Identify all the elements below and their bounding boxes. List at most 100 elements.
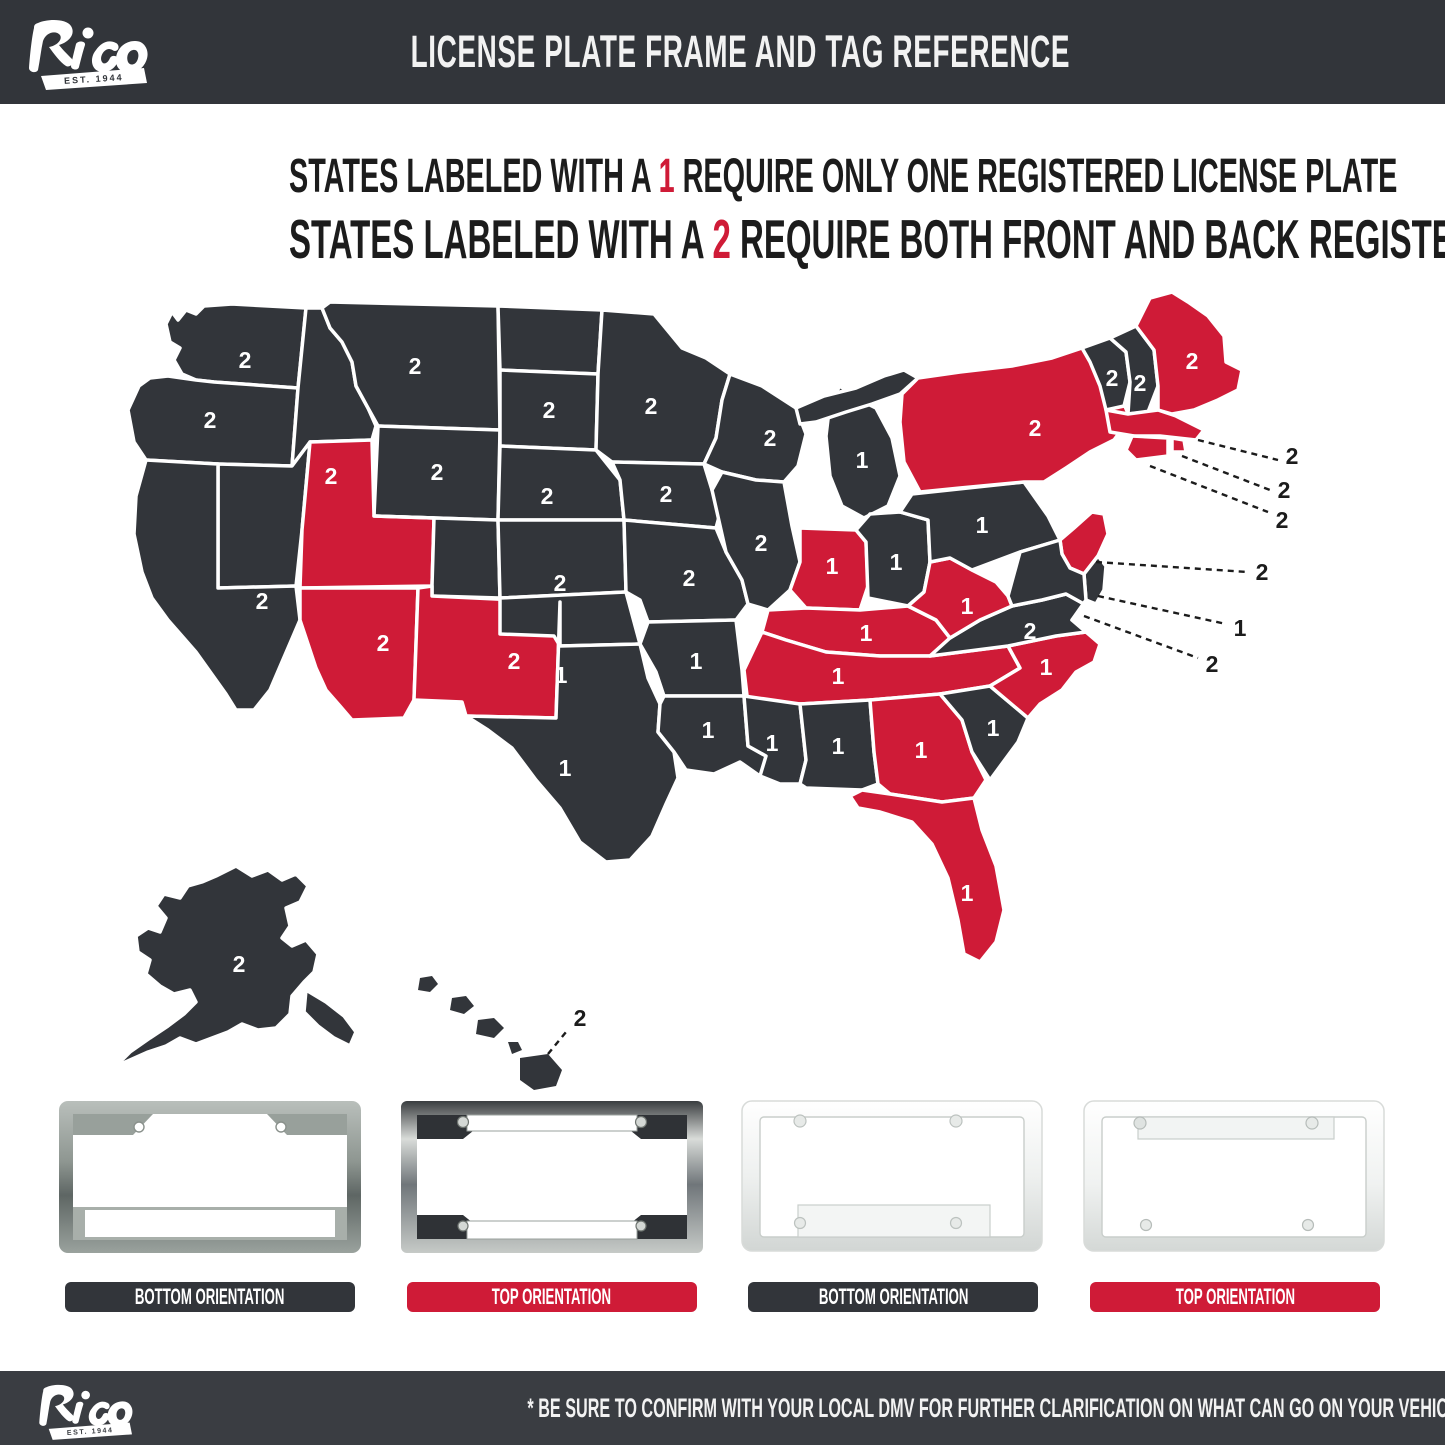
subtitle-one-suffix: REQUIRE ONLY ONE REGISTERED LICENSE PLAT… — [674, 150, 1398, 203]
label-WI: 2 — [764, 425, 777, 451]
label-OK: 1 — [559, 755, 572, 781]
label-HI: 2 — [574, 1005, 587, 1031]
frame-label-text-2: TOP ORIENTATION — [492, 1284, 612, 1309]
label-ID: 2 — [325, 463, 338, 489]
frame-label-3: BOTTOM ORIENTATION — [748, 1282, 1039, 1312]
state-FL — [848, 788, 1006, 964]
subtitle-block: STATES LABELED WITH A 1 REQUIRE ONLY ONE… — [0, 150, 1445, 270]
label-NC: 1 — [1040, 654, 1053, 680]
callout-line-NJ — [1095, 560, 1249, 574]
page-footer: EST. 1944 * BE SURE TO CONFIRM WITH YOUR… — [0, 1371, 1445, 1445]
label-IA: 2 — [660, 481, 673, 507]
label-KS: 1 — [555, 662, 568, 688]
callout-line-MA — [1197, 438, 1279, 462]
state-ME — [1134, 290, 1244, 416]
frame-item-3[interactable]: BOTTOM ORIENTATION — [738, 1095, 1048, 1345]
callout-line-RI — [1181, 454, 1271, 492]
subtitle-line-one: STATES LABELED WITH A 1 REQUIRE ONLY ONE… — [288, 150, 1397, 204]
footer-disclaimer: * BE SURE TO CONFIRM WITH YOUR LOCAL DMV… — [527, 1392, 1445, 1423]
label-TX: 2 — [594, 892, 607, 918]
callout-line-HI — [547, 1031, 567, 1055]
page-header: EST. 1944 LICENSE PLATE FRAME AND TAG RE… — [0, 0, 1445, 104]
logo-est-text: EST. 1944 — [64, 72, 124, 86]
label-WY: 2 — [431, 459, 444, 485]
subtitle-two-suffix: REQUIRE BOTH FRONT AND BACK REGISTERED L… — [739, 208, 1445, 270]
header-divider — [0, 104, 1445, 110]
label-WV: 1 — [961, 593, 974, 619]
state-MN — [594, 308, 732, 466]
label-OH: 1 — [890, 549, 903, 575]
subtitle-two-key: 2 — [712, 208, 731, 270]
us-map: 2 2 2 2 2 2 2 2 2 1 1 2 2 2 1 1 2 2 2 2 … — [0, 290, 1445, 1090]
state-MO — [622, 518, 750, 624]
state-NY — [898, 346, 1132, 494]
state-AK-aleutians — [302, 988, 358, 1048]
label-CT: 2 — [1276, 507, 1289, 533]
state-WA — [164, 302, 308, 390]
frame-label-1: BOTTOM ORIENTATION — [65, 1282, 355, 1312]
label-AZ: 1 — [346, 775, 359, 801]
us-map-svg: 2 2 2 2 2 2 2 2 2 1 1 2 2 2 1 1 2 2 2 2 … — [114, 290, 1299, 1090]
frame-item-4[interactable]: TOP ORIENTATION — [1080, 1095, 1390, 1345]
brand-logo: EST. 1944 — [0, 0, 180, 104]
label-NV: 2 — [256, 588, 269, 614]
label-MO: 2 — [683, 565, 696, 591]
label-CO: 2 — [508, 648, 521, 674]
label-GA: 1 — [915, 737, 928, 763]
footer-brand-logo: EST. 1944 — [0, 1371, 180, 1445]
callout-line-CT — [1149, 464, 1269, 514]
page-title: LICENSE PLATE FRAME AND TAG REFERENCE — [410, 26, 1071, 77]
frame-item-2[interactable]: TOP ORIENTATION — [397, 1095, 707, 1345]
label-LA: 1 — [702, 717, 715, 743]
state-HI — [418, 976, 562, 1090]
frame-image-4 — [1080, 1095, 1390, 1258]
label-CA: 2 — [179, 659, 192, 685]
footer-logo-est-text: EST. 1944 — [67, 1427, 114, 1437]
state-MA — [1104, 408, 1206, 442]
subtitle-line-two: STATES LABELED WITH A 2 REQUIRE BOTH FRO… — [288, 208, 1445, 270]
subtitle-two-prefix: STATES LABELED WITH A — [288, 208, 713, 270]
label-FL: 1 — [961, 880, 974, 906]
label-OR: 2 — [204, 407, 217, 433]
label-PA: 1 — [976, 512, 989, 538]
label-SD: 2 — [541, 483, 554, 509]
label-RI: 2 — [1278, 477, 1291, 503]
label-ME: 2 — [1186, 348, 1199, 374]
state-labels: 2 2 2 2 2 2 2 2 2 1 1 2 2 2 1 1 2 2 2 2 … — [179, 347, 1299, 1031]
state-CA — [132, 458, 302, 712]
state-AZ — [298, 586, 420, 722]
label-KY: 1 — [860, 620, 873, 646]
label-NH: 2 — [1134, 370, 1147, 396]
state-AK — [114, 864, 320, 1068]
label-NM: 1 — [481, 777, 494, 803]
label-WA: 2 — [239, 347, 252, 373]
frame-label-4: TOP ORIENTATION — [1089, 1282, 1380, 1312]
rico-logo-footer-icon: EST. 1944 — [39, 1384, 133, 1440]
frame-image-2 — [397, 1095, 707, 1258]
rico-logo-icon: EST. 1944 — [29, 19, 148, 90]
label-ND: 2 — [543, 397, 556, 423]
label-DE: 1 — [1234, 615, 1247, 641]
frame-gallery: BOTTOM ORIENTATION — [0, 1095, 1445, 1345]
label-MN: 2 — [645, 393, 658, 419]
label-MI: 1 — [856, 447, 869, 473]
callout-leaders — [547, 438, 1279, 1055]
label-MS: 1 — [766, 730, 779, 756]
license-plate-frame-white-top-icon — [1083, 1100, 1385, 1252]
label-AL: 1 — [832, 733, 845, 759]
label-NE: 2 — [554, 570, 567, 596]
subtitle-one-prefix: STATES LABELED WITH A — [288, 150, 659, 203]
label-MD: 2 — [1206, 651, 1219, 677]
frame-item-1[interactable]: BOTTOM ORIENTATION — [55, 1095, 365, 1345]
label-AR: 1 — [690, 648, 703, 674]
callout-line-MD — [1083, 614, 1199, 660]
subtitle-one-key: 1 — [658, 150, 675, 203]
label-AK: 2 — [233, 951, 246, 977]
state-ND — [496, 304, 604, 376]
label-NJ: 2 — [1256, 559, 1269, 585]
state-WV — [906, 556, 1014, 640]
frame-label-text-1: BOTTOM ORIENTATION — [135, 1284, 285, 1309]
label-VA: 2 — [1024, 618, 1037, 644]
label-TN: 1 — [832, 663, 845, 689]
label-MT: 2 — [409, 353, 422, 379]
